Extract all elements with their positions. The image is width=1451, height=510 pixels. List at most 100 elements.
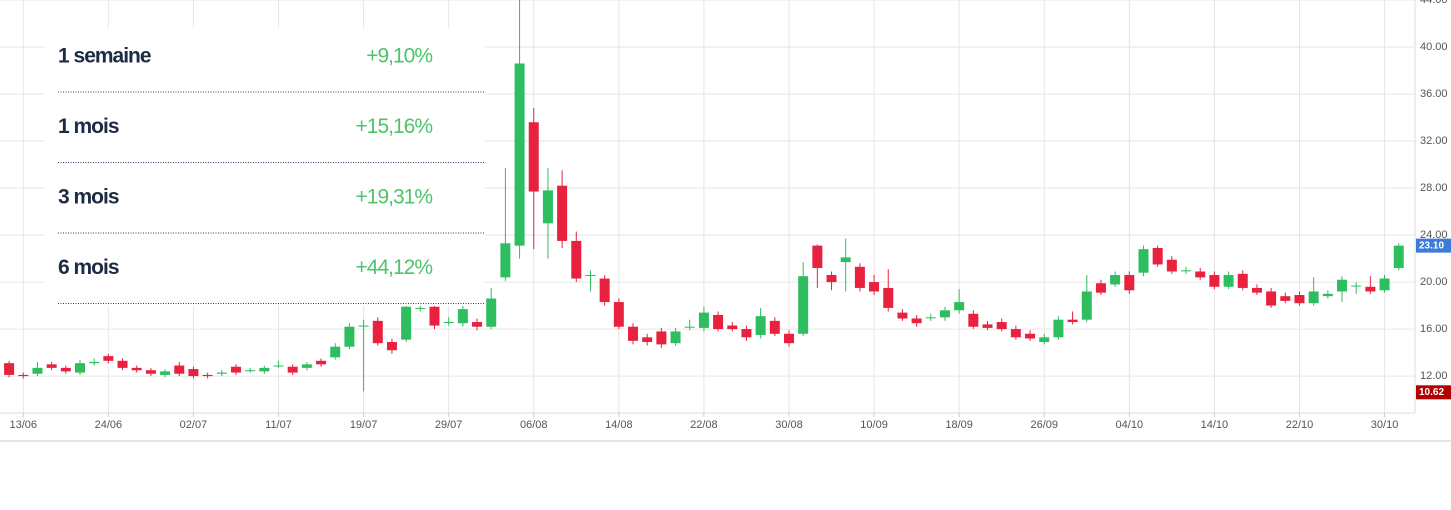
candle-body [1166, 259, 1177, 272]
candle-body [1053, 319, 1064, 338]
candle-body [656, 331, 667, 345]
candle-body [472, 322, 483, 327]
candle-body [826, 275, 837, 283]
y-tick-label: 28.00 [1420, 182, 1448, 194]
x-tick-label: 14/08 [605, 419, 633, 431]
candle-body [642, 337, 653, 343]
change-value: +44,12% [356, 256, 433, 279]
candles [4, 0, 1404, 392]
candle-body [316, 360, 327, 365]
candle-body [1209, 275, 1220, 287]
candle-body [557, 185, 568, 241]
candle-body [854, 266, 865, 288]
candle-body [287, 366, 298, 373]
candle-body [571, 240, 582, 279]
candle-body [117, 360, 128, 368]
x-tick-label: 14/10 [1201, 419, 1229, 431]
change-value: +19,31% [356, 186, 433, 209]
candle-body [145, 370, 156, 374]
candle-body [996, 322, 1007, 330]
period-label: 1 semaine [58, 45, 151, 68]
candle-body [812, 245, 823, 268]
change-value: +15,16% [356, 115, 433, 138]
candle-body [1081, 291, 1092, 320]
candle-body [670, 331, 681, 344]
x-tick-label: 02/07 [180, 419, 208, 431]
candle-body [741, 329, 752, 338]
candle-body [925, 317, 936, 319]
x-tick-label: 30/10 [1371, 419, 1399, 431]
candle-body [1124, 275, 1135, 291]
candle-body [74, 363, 85, 373]
y-tick-label: 36.00 [1420, 88, 1448, 100]
candle-body [230, 366, 241, 373]
candle-body [1266, 291, 1277, 306]
y-tick-label: 44.00 [1420, 0, 1448, 6]
y-tick-label: 32.00 [1420, 135, 1448, 147]
candle-body [160, 371, 171, 375]
candle-body [344, 326, 355, 347]
candle-body [528, 122, 539, 192]
candle-body [1223, 275, 1234, 287]
candle-body [1365, 286, 1376, 292]
y-tick-label: 24.00 [1420, 229, 1448, 241]
x-tick-label: 29/07 [435, 419, 463, 431]
candle-body [4, 363, 15, 375]
candle-body [1110, 275, 1121, 285]
price-tag [1416, 385, 1451, 400]
x-tick-label: 30/08 [775, 419, 803, 431]
x-tick-label: 22/08 [690, 419, 718, 431]
candle-body [798, 276, 809, 334]
x-tick-label: 10/09 [860, 419, 888, 431]
candle-body [18, 374, 29, 377]
change-value: +9,10% [366, 45, 432, 68]
candle-body [429, 306, 440, 326]
x-tick-label: 13/06 [10, 419, 38, 431]
candle-body [542, 190, 553, 224]
x-tick-label: 24/06 [95, 419, 123, 431]
candle-body [500, 243, 511, 278]
candle-body [1039, 337, 1050, 343]
x-tick-label: 19/07 [350, 419, 378, 431]
y-tick-label: 40.00 [1420, 41, 1448, 53]
candle-body [103, 356, 114, 361]
x-tick-label: 04/10 [1116, 419, 1144, 431]
candle-body [769, 320, 780, 334]
candle-body [982, 324, 993, 328]
candle-body [330, 346, 341, 358]
y-tick-label: 20.00 [1420, 276, 1448, 288]
candle-body [1337, 279, 1348, 292]
x-tick-label: 06/08 [520, 419, 548, 431]
candle-body [628, 326, 639, 341]
candle-body [911, 318, 922, 324]
candle-body [174, 365, 185, 374]
candle-body [585, 275, 596, 277]
candle-body [386, 342, 397, 351]
candle-body [46, 364, 57, 368]
candle-body [968, 313, 979, 327]
candle-body [188, 369, 199, 377]
candle-body [1294, 295, 1305, 304]
candle-body [372, 320, 383, 344]
candle-body [401, 306, 412, 340]
x-tick-label: 26/09 [1030, 419, 1058, 431]
candle-body [60, 367, 71, 372]
candle-body [245, 370, 256, 372]
price-tag-label: 10.62 [1419, 387, 1444, 398]
candle-body [457, 309, 468, 324]
candle-body [273, 365, 284, 367]
candle-body [1308, 291, 1319, 304]
period-label: 3 mois [58, 186, 119, 209]
candle-body [613, 302, 624, 327]
candle-body [698, 312, 709, 328]
candle-body [840, 257, 851, 263]
candle-body [514, 63, 525, 246]
x-tick-label: 11/07 [265, 419, 292, 431]
candle-body [131, 367, 142, 371]
candle-body [202, 374, 213, 377]
candle-body [415, 307, 426, 309]
candle-body [1095, 283, 1106, 293]
candle-body [1181, 270, 1192, 272]
candle-body [1379, 278, 1390, 291]
